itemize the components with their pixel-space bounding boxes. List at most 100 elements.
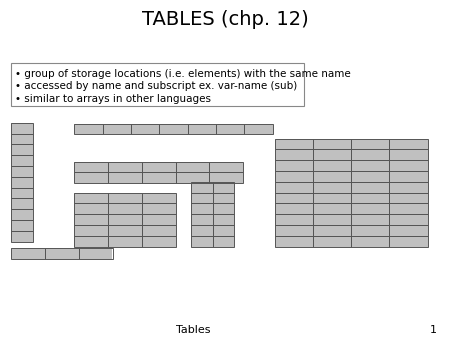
Bar [142,236,176,247]
Bar [216,124,244,134]
Bar [74,172,108,183]
Bar [274,225,313,236]
Bar [11,144,33,155]
Bar [11,63,304,106]
Bar [274,171,313,182]
Bar [351,225,389,236]
Bar [244,124,273,134]
Bar [142,225,176,236]
Bar [142,203,176,214]
Bar [191,236,213,247]
Bar [74,193,176,247]
Bar [108,214,142,225]
Bar [313,203,351,214]
Bar [274,149,313,160]
Bar [142,214,176,225]
Bar [274,203,313,214]
Bar [74,162,108,172]
Bar [351,139,389,149]
Bar [209,172,243,183]
Bar [191,225,213,236]
Bar [213,203,234,214]
Bar [351,214,389,225]
Bar [11,248,45,259]
Bar [351,193,389,203]
Bar [389,214,428,225]
Bar [313,160,351,171]
Bar [74,193,108,203]
Text: Tables: Tables [176,324,211,335]
Bar [131,124,159,134]
Text: • similar to arrays in other languages: • similar to arrays in other languages [15,94,211,104]
Bar [274,214,313,225]
Bar [191,182,234,247]
Bar [389,225,428,236]
Bar [79,248,112,259]
Bar [11,123,33,242]
Bar [313,214,351,225]
Bar [191,214,213,225]
Bar [159,124,188,134]
Bar [176,162,209,172]
Bar [11,209,33,220]
Bar [274,193,313,203]
Bar [188,124,216,134]
Bar [108,162,142,172]
Bar [351,182,389,193]
Bar [313,182,351,193]
Bar [11,220,33,231]
Bar [389,236,428,247]
Bar [313,139,351,149]
Bar [11,155,33,166]
Bar [191,193,213,203]
Bar [313,149,351,160]
Bar [11,177,33,188]
Bar [142,172,176,183]
Bar [11,248,112,259]
Bar [389,149,428,160]
Bar [108,203,142,214]
Bar [274,236,313,247]
Bar [389,160,428,171]
Bar [74,203,108,214]
Bar [74,124,273,134]
Bar [351,203,389,214]
Text: TABLES (chp. 12): TABLES (chp. 12) [142,10,308,29]
Bar [11,123,33,134]
Bar [274,182,313,193]
Bar [274,139,428,247]
Bar [389,139,428,149]
Bar [176,172,209,183]
Bar [191,203,213,214]
Bar [313,225,351,236]
Bar [209,162,243,172]
Bar [108,225,142,236]
Bar [191,182,213,193]
Bar [11,188,33,198]
Bar [389,171,428,182]
Bar [11,134,33,144]
Bar [274,160,313,171]
Bar [213,193,234,203]
Bar [74,236,108,247]
Bar [108,236,142,247]
Bar [351,171,389,182]
Bar [389,203,428,214]
Bar [74,214,108,225]
Bar [11,198,33,209]
Bar [74,225,108,236]
Text: • group of storage locations (i.e. elements) with the same name: • group of storage locations (i.e. eleme… [15,69,351,79]
Bar [313,236,351,247]
Bar [45,248,79,259]
Bar [351,149,389,160]
Bar [11,231,33,242]
Bar [213,182,234,193]
Bar [142,193,176,203]
Bar [389,193,428,203]
Bar [351,160,389,171]
Bar [313,193,351,203]
Bar [108,172,142,183]
Bar [11,166,33,177]
Text: 1: 1 [429,324,436,335]
Bar [74,124,103,134]
